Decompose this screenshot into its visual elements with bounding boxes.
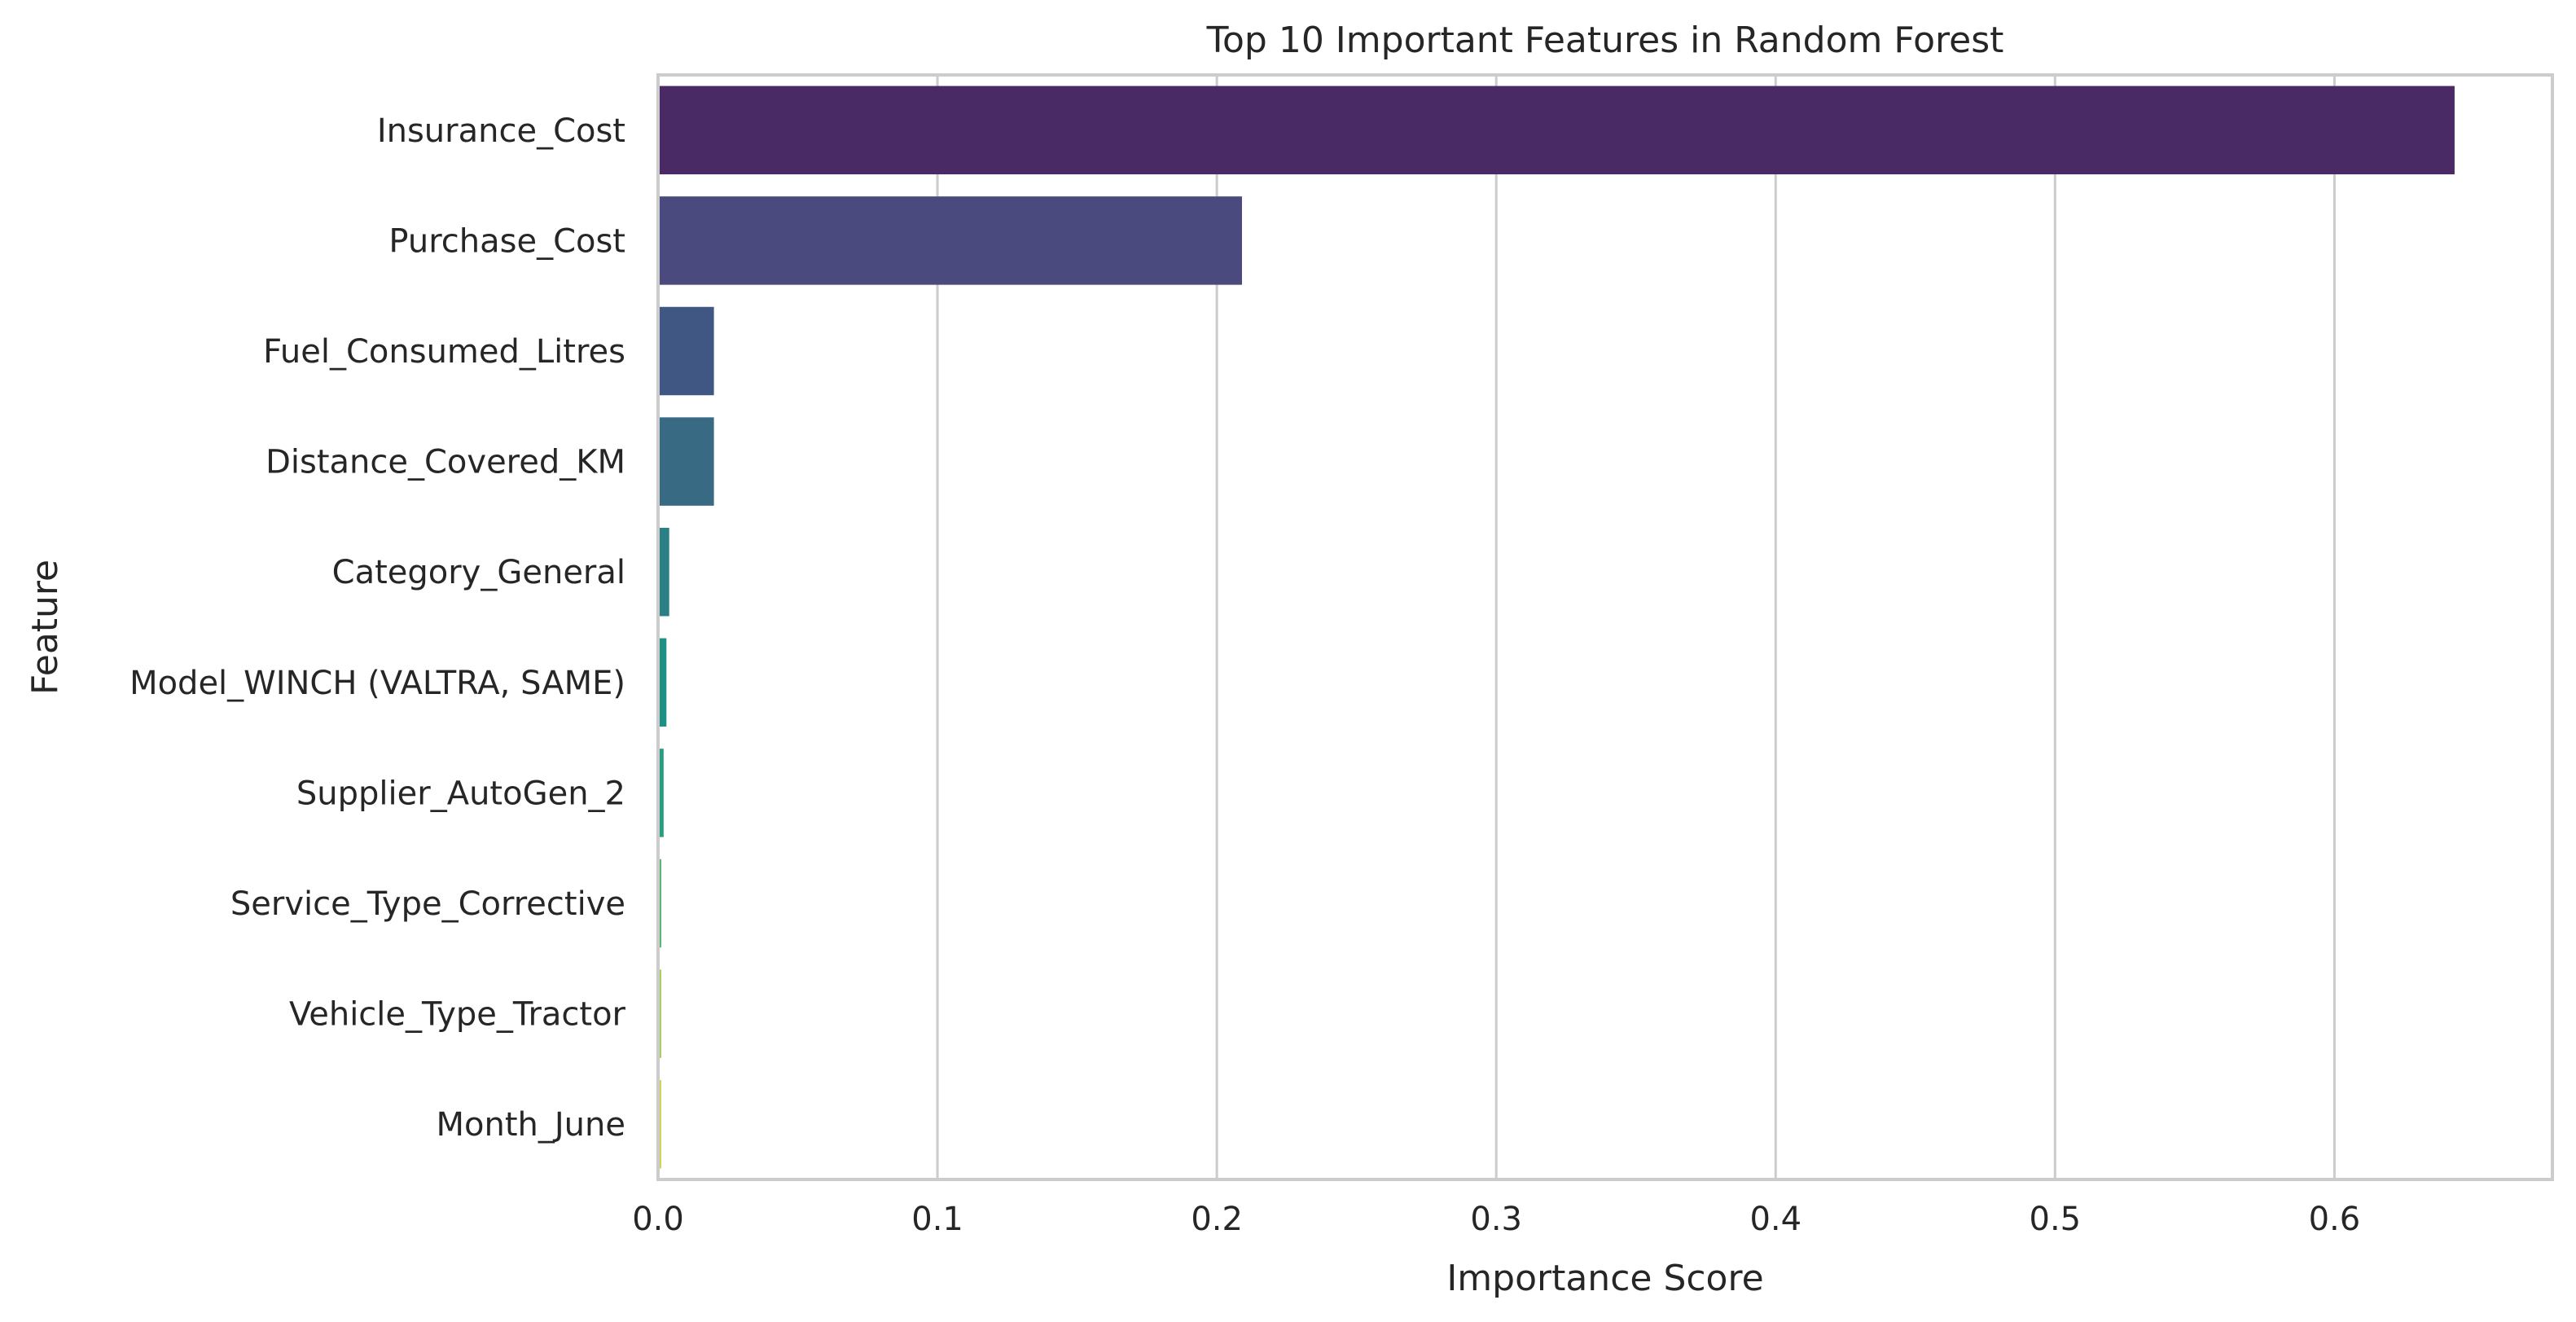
- y-tick-label: Insurance_Cost: [377, 112, 625, 150]
- bar: [658, 86, 2455, 175]
- x-tick-label: 0.2: [1191, 1201, 1243, 1238]
- x-axis-label: Importance Score: [1446, 1258, 1763, 1299]
- x-tick-label: 0.6: [2309, 1201, 2361, 1238]
- bar: [658, 306, 714, 396]
- y-tick-label: Service_Type_Corrective: [230, 885, 625, 923]
- y-tick-label: Supplier_AutoGen_2: [296, 775, 625, 812]
- x-tick-label: 0.4: [1749, 1201, 1801, 1238]
- bar: [658, 638, 667, 727]
- y-tick-label: Distance_Covered_KM: [265, 444, 625, 481]
- bar: [658, 527, 669, 617]
- y-tick-label: Category_General: [332, 554, 625, 591]
- y-tick-label: Fuel_Consumed_Litres: [263, 333, 625, 371]
- bar: [658, 196, 1243, 285]
- plot-frame: [656, 73, 2554, 1181]
- x-tick-label: 0.0: [632, 1201, 684, 1238]
- x-tick-labels: 0.0 0.1 0.2 0.3 0.4 0.5 0.6: [632, 1201, 2360, 1238]
- bar: [658, 749, 664, 837]
- x-tick-label: 0.1: [911, 1201, 963, 1238]
- x-tick-label: 0.3: [1470, 1201, 1522, 1238]
- y-axis-label: Feature: [24, 560, 66, 695]
- y-tick-label: Model_WINCH (VALTRA, SAME): [129, 665, 625, 702]
- y-tick-label: Vehicle_Type_Tractor: [289, 996, 626, 1034]
- x-tick-label: 0.5: [2030, 1201, 2082, 1238]
- bar: [658, 417, 714, 506]
- chart-title: Top 10 Important Features in Random Fore…: [1206, 20, 2004, 61]
- y-tick-label: Month_June: [437, 1106, 625, 1144]
- y-tick-labels: Insurance_Cost Purchase_Cost Fuel_Consumed…: [129, 112, 625, 1144]
- bars: [658, 86, 2455, 1169]
- y-tick-label: Purchase_Cost: [388, 222, 625, 260]
